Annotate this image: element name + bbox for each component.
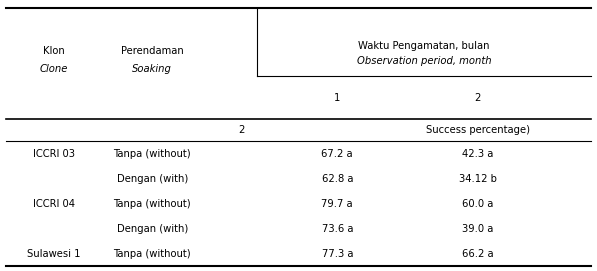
Text: Clone: Clone [39, 64, 68, 74]
Text: Dengan (with): Dengan (with) [116, 224, 188, 234]
Text: Observation period, month: Observation period, month [356, 56, 491, 66]
Text: Sulawesi 1: Sulawesi 1 [27, 249, 81, 259]
Text: Waktu Pengamatan, bulan: Waktu Pengamatan, bulan [358, 41, 490, 51]
Text: 77.3 a: 77.3 a [322, 249, 353, 259]
Text: ICCRI 03: ICCRI 03 [33, 150, 75, 159]
Text: 79.7 a: 79.7 a [322, 199, 353, 209]
Text: Soaking: Soaking [133, 64, 172, 74]
Text: 34.12 b: 34.12 b [458, 175, 497, 184]
Text: 73.6 a: 73.6 a [322, 224, 353, 234]
Text: 1: 1 [334, 93, 340, 102]
Text: Tanpa (without): Tanpa (without) [113, 150, 191, 159]
Text: 39.0 a: 39.0 a [462, 224, 493, 234]
Text: Tanpa (without): Tanpa (without) [113, 249, 191, 259]
Text: 42.3 a: 42.3 a [462, 150, 493, 159]
Text: ICCRI 04: ICCRI 04 [33, 199, 75, 209]
Text: Perendaman: Perendaman [121, 47, 184, 56]
Text: 2: 2 [238, 125, 245, 135]
Text: 66.2 a: 66.2 a [462, 249, 493, 259]
Text: Dengan (with): Dengan (with) [116, 175, 188, 184]
Text: 67.2 a: 67.2 a [322, 150, 353, 159]
Text: Success percentage): Success percentage) [426, 125, 530, 135]
Text: Tanpa (without): Tanpa (without) [113, 199, 191, 209]
Text: 62.8 a: 62.8 a [322, 175, 353, 184]
Text: 60.0 a: 60.0 a [462, 199, 493, 209]
Text: 2: 2 [475, 93, 481, 102]
Text: Klon: Klon [43, 47, 64, 56]
